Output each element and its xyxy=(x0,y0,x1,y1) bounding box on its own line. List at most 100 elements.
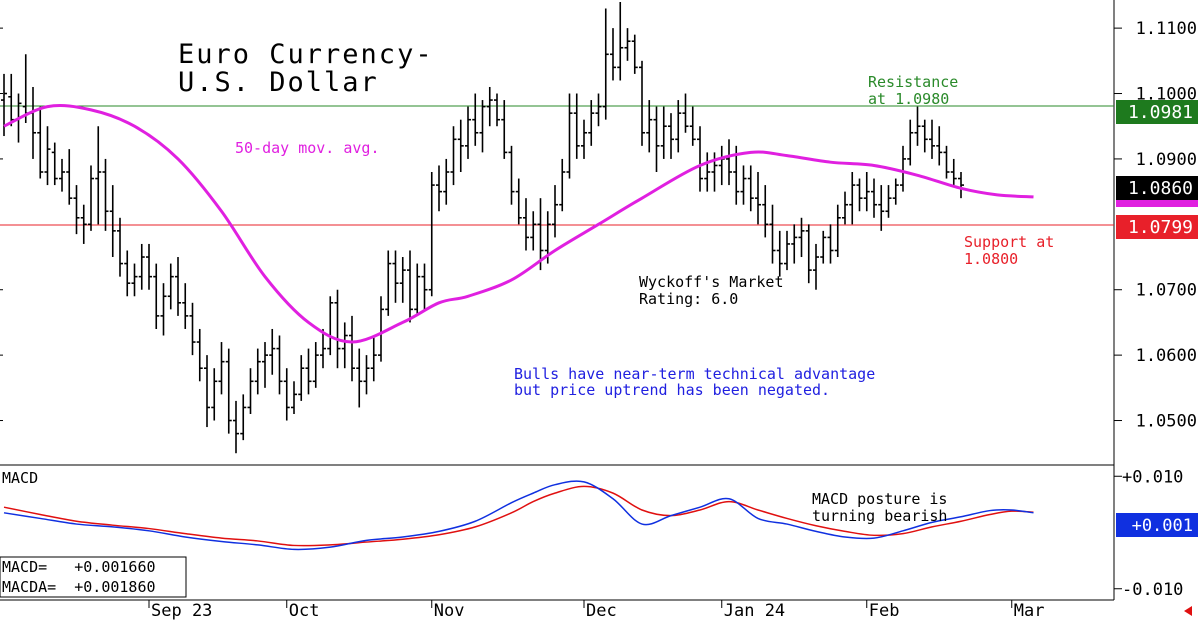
ohlc-bar xyxy=(479,100,486,153)
support-price-tag-text: 1.0799 xyxy=(1128,217,1193,238)
ohlc-bar xyxy=(320,328,326,369)
ohlc-bar xyxy=(189,302,196,356)
ohlc-bar xyxy=(262,342,268,388)
ohlc-bar xyxy=(595,93,602,127)
ohlc-bar xyxy=(196,328,203,382)
price-tick-label: 1.0500 xyxy=(1136,412,1197,432)
ohlc-bar xyxy=(124,250,131,297)
ohlc-bar xyxy=(153,263,160,329)
ohlc-bar xyxy=(892,178,899,205)
ohlc-bar xyxy=(929,119,935,159)
ohlc-bar xyxy=(885,185,892,218)
ohlc-bar xyxy=(813,243,819,290)
ohlc-bar xyxy=(617,1,624,81)
ohlc-bar xyxy=(559,158,566,212)
date-tick-label: Dec xyxy=(586,601,617,621)
ohlc-bar xyxy=(660,106,667,159)
ohlc-bar xyxy=(515,178,522,225)
date-tick-label: Mar xyxy=(1014,601,1045,621)
ohlc-bar xyxy=(436,165,442,212)
resistance-label-line-2: at 1.0980 xyxy=(868,90,949,108)
ohlc-bar xyxy=(776,230,783,277)
ohlc-bar xyxy=(218,342,225,395)
ohlc-bar xyxy=(834,204,841,258)
ohlc-bar xyxy=(624,28,631,61)
ohlc-bar xyxy=(552,185,558,238)
macd-panel-label: MACD xyxy=(2,469,38,487)
rating-label-line-1: Wyckoff's Market xyxy=(639,273,784,291)
ohlc-bar xyxy=(363,355,370,395)
support-price-tag xyxy=(1116,215,1198,239)
price-tick-label: 1.0900 xyxy=(1136,150,1197,170)
ohlc-bar xyxy=(958,172,964,199)
macd-value-tag xyxy=(1116,513,1198,537)
ohlc-bar xyxy=(704,152,711,192)
ohlc-bar xyxy=(602,8,609,120)
price-axis-ticks: 1.1100 1.1000 1.0900 1.0700 1.0600 1.0500 xyxy=(0,19,1197,432)
ohlc-bar xyxy=(37,106,44,179)
ohlc-bar xyxy=(900,145,906,192)
last-price-tag xyxy=(1116,176,1198,200)
price-tick-label: 1.0700 xyxy=(1136,281,1197,301)
ohlc-bar xyxy=(117,217,123,277)
ohlc-bar xyxy=(283,368,290,421)
ohlc-bar xyxy=(80,204,87,244)
ohlc-bar xyxy=(175,257,181,316)
scroll-left-arrow-icon[interactable] xyxy=(1184,606,1192,616)
ohlc-bar xyxy=(370,335,377,382)
ohlc-bar xyxy=(573,93,580,159)
ohlc-bar xyxy=(356,348,363,408)
ohlc-bar xyxy=(769,204,776,264)
ohlc-bar xyxy=(30,86,36,159)
date-tick-label: Oct xyxy=(289,601,320,621)
ohlc-bar xyxy=(66,149,73,205)
resistance-price-tag xyxy=(1116,100,1198,124)
macd-posture-line-2: turning bearish xyxy=(812,507,947,525)
ohlc-bar xyxy=(211,368,218,421)
ohlc-bar xyxy=(849,172,856,225)
moving-average-price-tag xyxy=(1116,197,1198,207)
ohlc-bar xyxy=(863,172,870,212)
chart-title-line-2: U.S. Dollar xyxy=(178,67,379,98)
ohlc-bar xyxy=(225,348,232,434)
ohlc-bar xyxy=(791,224,798,264)
ohlc-bar xyxy=(407,250,413,323)
ohlc-bar xyxy=(399,257,406,303)
price-tick-label: 1.0600 xyxy=(1136,346,1197,366)
support-label-line-1: Support at xyxy=(964,233,1054,251)
ohlc-bar xyxy=(798,217,805,258)
macd-tick-label: +0.010 xyxy=(1122,467,1183,487)
ohlc-bar xyxy=(494,93,500,127)
ohlc-bar xyxy=(631,34,638,74)
ohlc-bar xyxy=(457,119,464,173)
ohlc-bar xyxy=(276,335,283,395)
ohlc-bar xyxy=(472,93,479,146)
ohlc-bar xyxy=(784,230,790,271)
ohlc-bar xyxy=(486,86,493,127)
ohlc-bar xyxy=(842,191,848,225)
ohlc-bar xyxy=(936,126,943,166)
ohlc-bar xyxy=(138,243,145,290)
ohlc-bar xyxy=(204,355,210,428)
ohlc-bar xyxy=(44,126,51,186)
ohlc-bar xyxy=(51,142,58,186)
moving-average-label: 50-day mov. avg. xyxy=(235,139,380,157)
last-price-tag-text: 1.0860 xyxy=(1128,178,1193,199)
ohlc-bar xyxy=(450,126,457,186)
ohlc-bar xyxy=(610,28,616,81)
ohlc-bar xyxy=(921,119,928,153)
ohlc-bar xyxy=(305,348,312,395)
ohlc-bar xyxy=(167,263,174,310)
ohlc-bar xyxy=(668,113,674,159)
ohlc-bar xyxy=(805,224,812,284)
ohlc-bar xyxy=(653,106,660,173)
ohlc-bar xyxy=(233,400,239,454)
ohlc-bar xyxy=(639,60,645,146)
date-axis-ticks: Sep 23 Oct Nov Dec Jan 24 Feb Mar xyxy=(148,600,1045,621)
ohlc-bar xyxy=(465,106,471,159)
moving-average-line xyxy=(3,104,1034,344)
ohlc-bar xyxy=(827,224,834,264)
date-tick-label: Feb xyxy=(869,601,900,621)
ohlc-bar xyxy=(871,178,877,218)
